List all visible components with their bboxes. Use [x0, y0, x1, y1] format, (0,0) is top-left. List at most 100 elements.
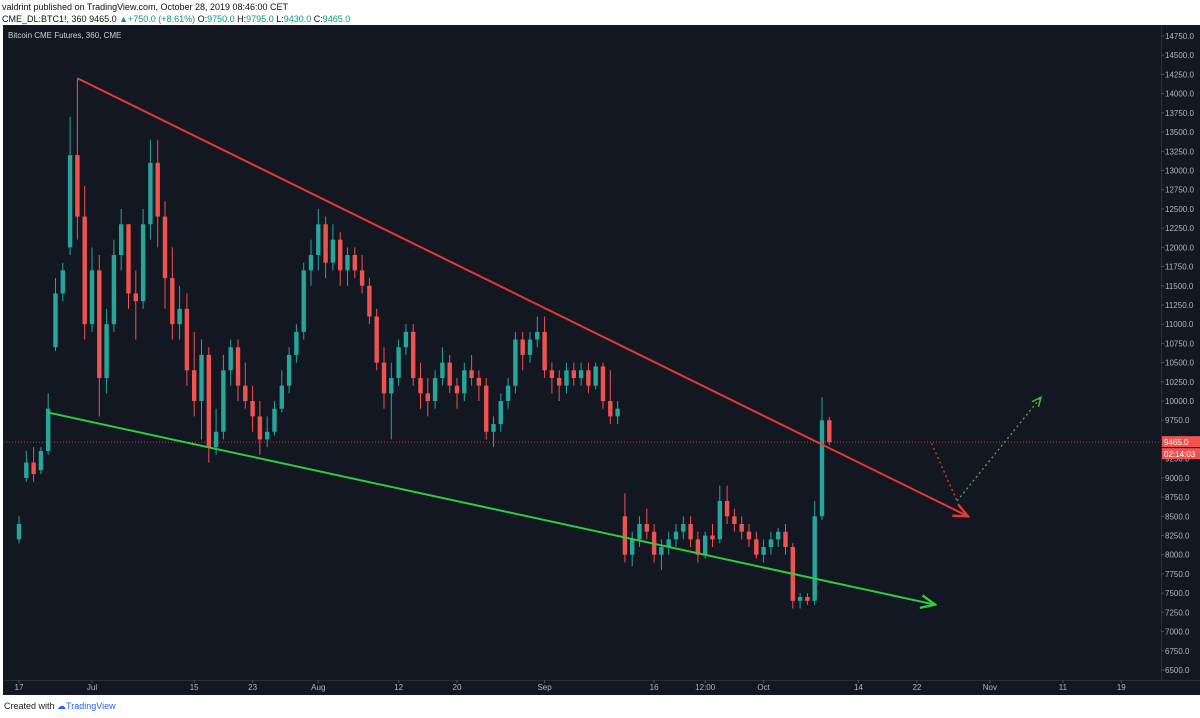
candle-body	[462, 370, 467, 394]
candle	[776, 527, 781, 548]
published-text: published on TradingView.com, October 28…	[33, 2, 289, 12]
candle-body	[338, 239, 343, 271]
candle	[505, 377, 511, 409]
candle-body	[491, 424, 496, 432]
candle	[827, 416, 832, 445]
candle-body	[301, 270, 306, 332]
candle	[688, 516, 693, 548]
x-tick-label: Aug	[311, 683, 325, 692]
candle-body	[286, 354, 292, 386]
x-tick-label: 22	[912, 683, 921, 692]
candle	[257, 401, 263, 455]
countdown-badge-text: 02:14:03	[1164, 450, 1196, 459]
candle	[586, 362, 591, 394]
candle-body	[294, 331, 299, 355]
y-tick-label: 7750.0	[1165, 570, 1190, 579]
y-tick-label: 14250.0	[1165, 70, 1194, 79]
candle-body	[308, 255, 314, 271]
candle-body	[717, 500, 722, 540]
candle	[111, 239, 117, 332]
support-trendline	[47, 411, 935, 605]
candle	[352, 247, 357, 279]
candle-body	[681, 523, 686, 532]
candle-body	[447, 362, 452, 386]
candle	[60, 262, 65, 302]
y-tick-label: 13250.0	[1165, 147, 1194, 156]
candle	[513, 331, 518, 394]
y-tick-label: 8250.0	[1165, 532, 1190, 541]
y-tick-label: 10750.0	[1165, 339, 1194, 348]
candle	[133, 270, 138, 340]
candle-body	[192, 370, 197, 402]
x-tick-label: Sep	[537, 683, 552, 692]
candle	[213, 408, 219, 455]
tradingview-link[interactable]: TradingView	[66, 701, 116, 711]
candle-body	[761, 547, 766, 555]
candle	[323, 216, 328, 279]
candle-body	[221, 370, 226, 432]
x-tick-label: Oct	[757, 683, 770, 692]
candle-body	[673, 531, 679, 540]
projection-pullback	[930, 443, 958, 502]
time-axis[interactable]	[3, 680, 1200, 695]
x-tick-label: 14	[854, 683, 863, 692]
candle	[119, 208, 124, 271]
candle	[724, 485, 730, 524]
x-tick-label: 19	[1117, 683, 1126, 692]
candle	[126, 224, 131, 309]
countdown-badge	[1162, 448, 1200, 460]
candle-body	[126, 224, 131, 294]
candle	[16, 516, 22, 544]
tradingview-logo-icon: ☁	[57, 701, 67, 711]
candle	[162, 201, 168, 309]
candle	[527, 331, 533, 363]
candle	[754, 531, 759, 559]
candle	[739, 516, 744, 540]
candle-body	[535, 331, 540, 340]
candle-body	[432, 377, 438, 402]
x-tick-label: Nov	[983, 683, 997, 692]
candle-body	[389, 377, 394, 394]
candle-body	[827, 420, 832, 443]
symbol: CME_DL:BTC1!, 360	[2, 14, 87, 24]
candle-body	[513, 339, 518, 386]
candle	[564, 362, 569, 394]
candle	[535, 316, 540, 348]
author[interactable]: valdrint	[2, 2, 32, 12]
x-tick-label: 17	[15, 683, 24, 692]
candle-body	[776, 531, 781, 540]
candle-body	[316, 224, 321, 256]
y-tick-label: 8750.0	[1165, 493, 1190, 502]
candle-body	[177, 308, 182, 325]
candle-body	[250, 401, 255, 417]
candle-body	[644, 523, 649, 532]
candle	[447, 354, 452, 394]
candle	[155, 139, 160, 248]
candle-body	[235, 347, 241, 386]
candle	[286, 347, 292, 394]
candle-body	[140, 224, 146, 302]
candle-body	[111, 255, 117, 325]
candle	[170, 247, 175, 340]
candle	[301, 262, 306, 340]
x-tick-label: 16	[650, 683, 659, 692]
candle	[89, 247, 95, 332]
chart-header: valdrint published on TradingView.com, O…	[2, 2, 350, 26]
candle-body	[542, 331, 547, 371]
candle	[768, 531, 774, 555]
candle	[797, 593, 803, 609]
candle-body	[637, 523, 642, 540]
plot-area[interactable]	[3, 25, 1161, 680]
footer: Created with ☁TradingView	[4, 701, 116, 712]
price-axis[interactable]	[1161, 25, 1200, 680]
candle-body	[374, 316, 379, 363]
candle-body	[24, 462, 29, 478]
candle-body	[454, 385, 460, 394]
candle	[338, 231, 343, 286]
candle-body	[367, 285, 372, 317]
candle	[425, 377, 430, 417]
high-value: 9795.0	[246, 14, 274, 24]
candle	[673, 523, 679, 548]
candle	[549, 362, 555, 394]
y-tick-label: 13750.0	[1165, 109, 1194, 118]
